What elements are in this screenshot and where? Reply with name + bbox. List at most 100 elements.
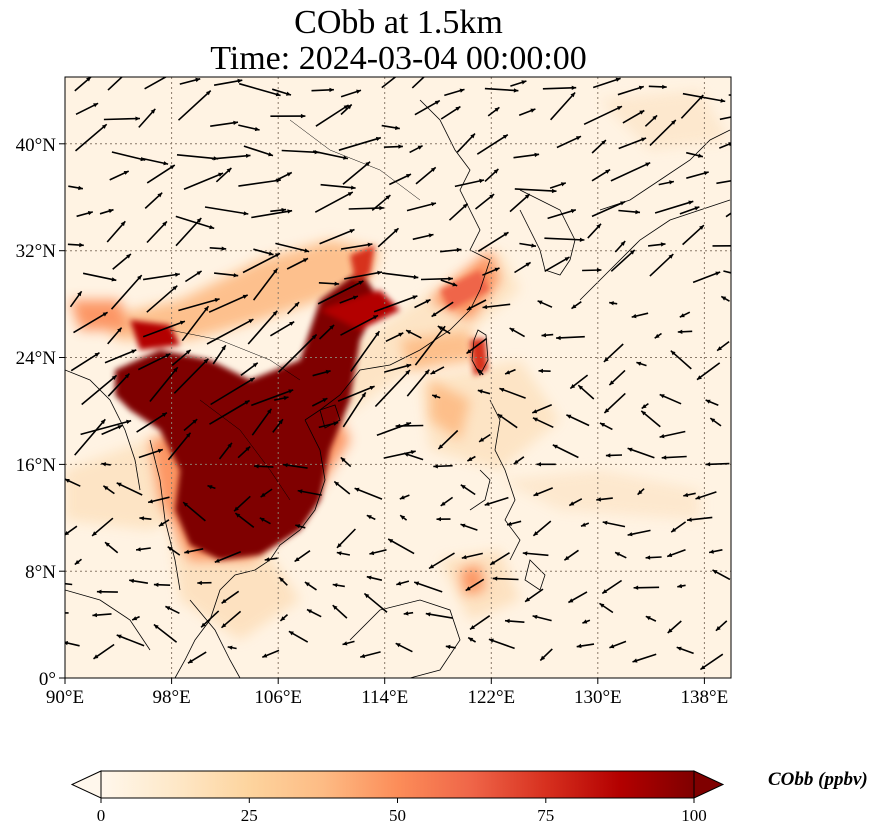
wind-arrow-shaft: [682, 92, 726, 103]
wind-arrow-head: [509, 328, 515, 333]
wind-arrow-head: [244, 400, 250, 405]
wind-arrow-head: [340, 457, 346, 463]
wind-arrow-head: [609, 380, 615, 386]
wind-arrow-head: [288, 389, 294, 394]
wind-arrow-head: [494, 107, 500, 112]
wind-arrow-shaft: [210, 121, 239, 127]
lon-tick-label: 106°E: [254, 687, 302, 708]
wind-arrow-shaft: [177, 90, 212, 121]
wind-arrow-shaft: [167, 432, 192, 461]
map-frame: [64, 76, 732, 679]
wind-arrow-head: [281, 207, 287, 213]
wind-arrow-head: [468, 637, 474, 642]
wind-arrow-head: [117, 327, 122, 333]
tick-marks: [59, 143, 705, 684]
wind-arrow-shaft: [238, 179, 282, 187]
wind-arrow-shaft: [723, 270, 731, 274]
wind-arrow-head: [532, 614, 538, 620]
wind-arrow-head: [710, 418, 716, 423]
wind-arrow-head: [700, 665, 706, 670]
wind-arrow-head: [403, 611, 409, 616]
wind-arrow-head: [337, 543, 342, 548]
wind-arrow-head: [541, 333, 547, 338]
wind-arrow-shaft: [278, 333, 318, 373]
wind-arrow-head: [93, 103, 99, 108]
wind-arrow-head: [185, 349, 191, 355]
wind-arrow-head: [288, 631, 294, 636]
wind-arrow-head: [287, 209, 293, 214]
wind-arrow-shaft: [204, 206, 249, 215]
wind-arrow-shaft: [514, 188, 557, 192]
wind-arrow-head: [172, 285, 178, 291]
wind-arrow-shaft: [91, 517, 114, 537]
wind-arrow-head: [490, 560, 496, 565]
wind-arrow-head: [206, 90, 211, 96]
wind-arrow-shaft: [454, 179, 485, 188]
wind-arrow-head: [74, 560, 80, 565]
wind-arrow-head: [677, 583, 683, 589]
wind-arrow-head: [300, 113, 306, 119]
wind-arrow-head: [417, 145, 423, 150]
wind-arrow-shaft: [544, 237, 585, 241]
wind-arrow-head: [233, 120, 238, 125]
wind-arrow-head: [286, 172, 292, 177]
colorbar-extend-min: [70, 770, 102, 799]
wind-arrow-shaft: [176, 154, 219, 160]
wind-arrow-shaft: [269, 321, 295, 337]
wind-arrow-head: [172, 71, 177, 75]
wind-arrow-head: [207, 485, 213, 490]
wind-arrow-shaft: [213, 79, 243, 86]
wind-arrow-head: [195, 77, 201, 83]
wind-arrow-shaft: [680, 94, 704, 119]
wind-arrow-head: [173, 367, 178, 373]
wind-arrow-head: [221, 598, 227, 604]
wind-arrow-shaft: [238, 82, 281, 97]
wind-arrow-shaft: [251, 209, 293, 219]
wind-arrow-head: [632, 658, 638, 663]
lat-tick-label: 32°N: [16, 241, 57, 262]
wind-arrow-head: [272, 310, 278, 316]
wind-arrow-head: [163, 161, 169, 166]
wind-arrow-shaft: [82, 272, 117, 282]
wind-arrow-head: [438, 59, 443, 64]
wind-arrow-shaft: [73, 311, 109, 334]
wind-arrow-head: [533, 491, 539, 496]
wind-arrow-shaft: [342, 391, 367, 428]
wind-arrow-head: [668, 254, 674, 259]
wind-arrow-head: [677, 329, 683, 334]
wind-arrow-head: [129, 578, 134, 584]
wind-arrow-head: [571, 85, 577, 90]
wind-arrow-head: [242, 294, 248, 299]
wind-arrow-head: [101, 124, 107, 129]
wind-arrow-head: [434, 100, 440, 105]
wind-arrow-head: [377, 270, 382, 275]
wind-arrow-head: [596, 497, 601, 502]
wind-arrow-head: [432, 394, 438, 399]
wind-arrow-head: [96, 589, 102, 594]
wind-arrow-head: [617, 106, 622, 111]
wind-arrow-shaft: [425, 612, 453, 619]
wind-arrow-shaft: [315, 104, 350, 127]
wind-arrow-shaft: [74, 123, 108, 152]
chart-title-line2: Time: 2024-03-04 00:00:00: [210, 40, 587, 77]
wind-arrow-shaft: [617, 85, 645, 96]
wind-arrow-head: [165, 353, 171, 358]
wind-arrow-head: [235, 513, 241, 518]
wind-arrow-head: [604, 408, 610, 413]
wind-arrow-head: [369, 550, 375, 556]
wind-arrow-head: [403, 452, 409, 457]
wind-arrow-shaft: [206, 318, 254, 345]
wind-arrow-head: [627, 447, 633, 452]
wind-arrow-head: [603, 357, 609, 362]
wind-arrow-head: [333, 421, 339, 426]
wind-arrow-head: [679, 313, 685, 318]
wind-arrow-head: [667, 552, 673, 557]
wind-arrow-head: [470, 133, 475, 139]
wind-arrow-head: [162, 221, 167, 227]
wind-arrow-head: [652, 115, 658, 120]
wind-arrow-head: [433, 464, 438, 469]
wind-arrow-head: [448, 276, 453, 281]
wind-arrow-head: [254, 464, 259, 469]
wind-arrow-head: [252, 362, 258, 368]
colorbar-tick-label: 50: [389, 806, 406, 825]
